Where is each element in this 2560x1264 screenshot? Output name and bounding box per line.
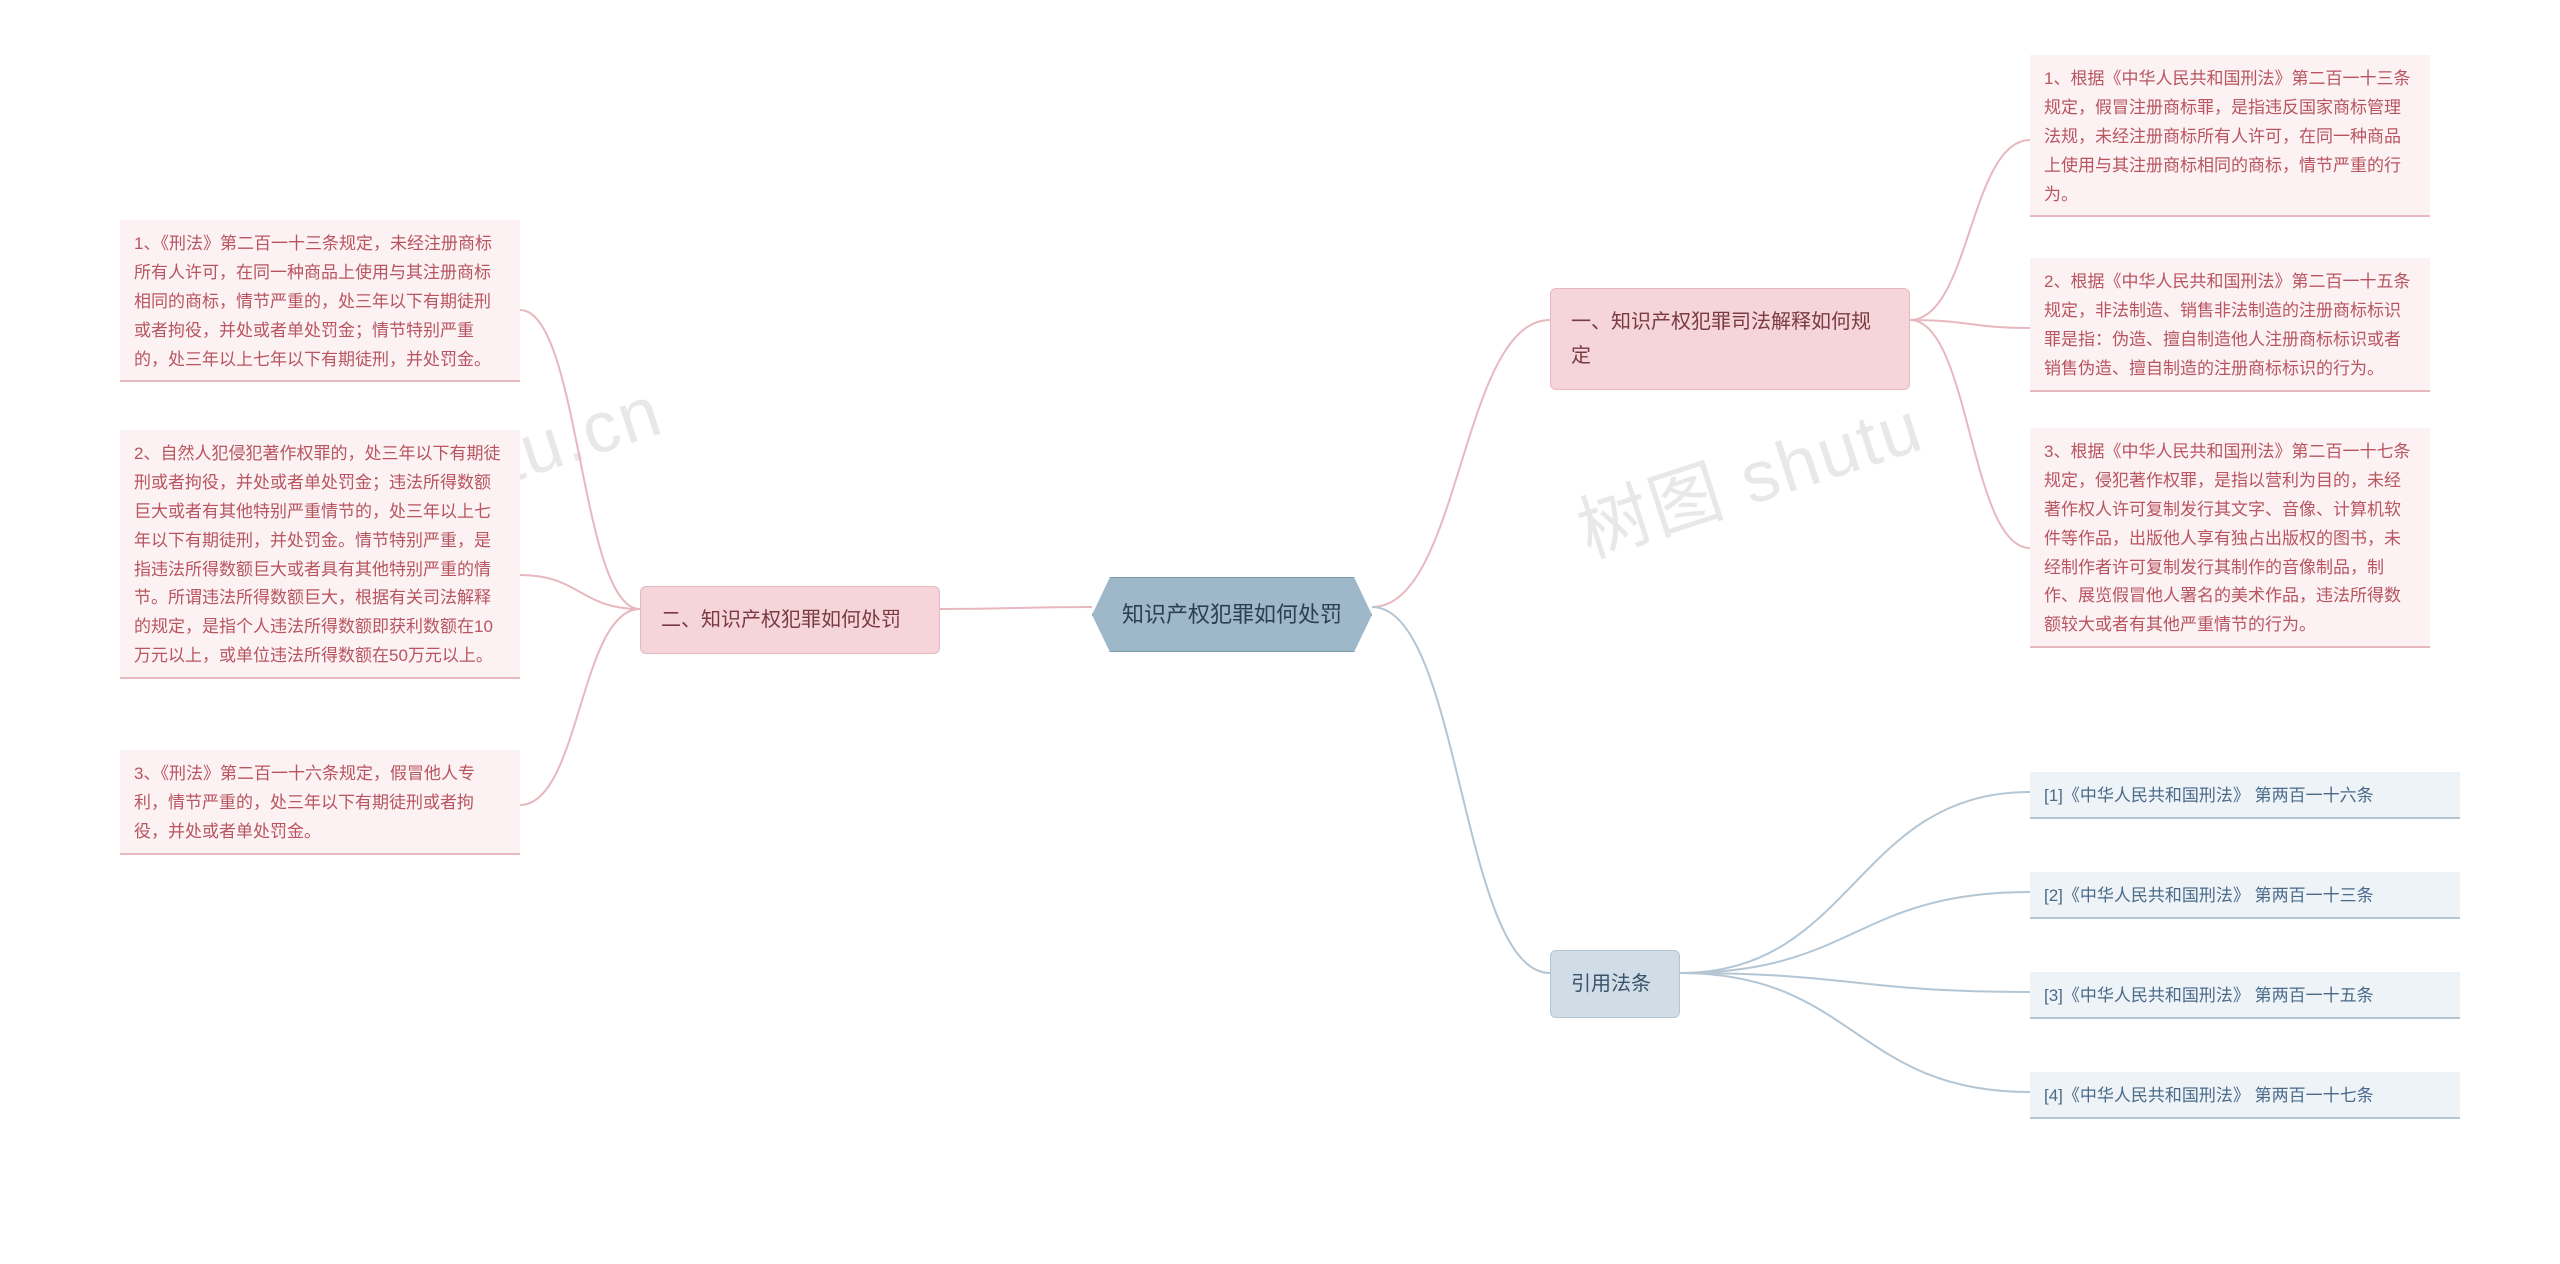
branch-3-leaf-0[interactable]: [1]《中华人民共和国刑法》 第两百一十六条 <box>2030 772 2460 819</box>
branch-3-leaf-3[interactable]: [4]《中华人民共和国刑法》 第两百一十七条 <box>2030 1072 2460 1119</box>
branch-3-leaf-1[interactable]: [2]《中华人民共和国刑法》 第两百一十三条 <box>2030 872 2460 919</box>
branch-1-leaf-2[interactable]: 3、根据《中华人民共和国刑法》第二百一十七条规定，侵犯著作权罪，是指以营利为目的… <box>2030 428 2430 648</box>
watermark-2: 树图 shutu <box>1562 368 1933 578</box>
branch-2-leaf-0[interactable]: 1、《刑法》第二百一十三条规定，未经注册商标所有人许可，在同一种商品上使用与其注… <box>120 220 520 382</box>
branch-3[interactable]: 引用法条 <box>1550 950 1680 1018</box>
branch-3-leaf-2[interactable]: [3]《中华人民共和国刑法》 第两百一十五条 <box>2030 972 2460 1019</box>
branch-1-leaf-0[interactable]: 1、根据《中华人民共和国刑法》第二百一十三条规定，假冒注册商标罪，是指违反国家商… <box>2030 55 2430 217</box>
branch-2[interactable]: 二、知识产权犯罪如何处罚 <box>640 586 940 654</box>
branch-2-leaf-1[interactable]: 2、自然人犯侵犯著作权罪的，处三年以下有期徒刑或者拘役，并处或者单处罚金；违法所… <box>120 430 520 679</box>
branch-1-leaf-1[interactable]: 2、根据《中华人民共和国刑法》第二百一十五条规定，非法制造、销售非法制造的注册商… <box>2030 258 2430 392</box>
root-node[interactable]: 知识产权犯罪如何处罚 <box>1092 577 1372 652</box>
branch-2-leaf-2[interactable]: 3、《刑法》第二百一十六条规定，假冒他人专利，情节严重的，处三年以下有期徒刑或者… <box>120 750 520 855</box>
branch-1[interactable]: 一、知识产权犯罪司法解释如何规定 <box>1550 288 1910 390</box>
